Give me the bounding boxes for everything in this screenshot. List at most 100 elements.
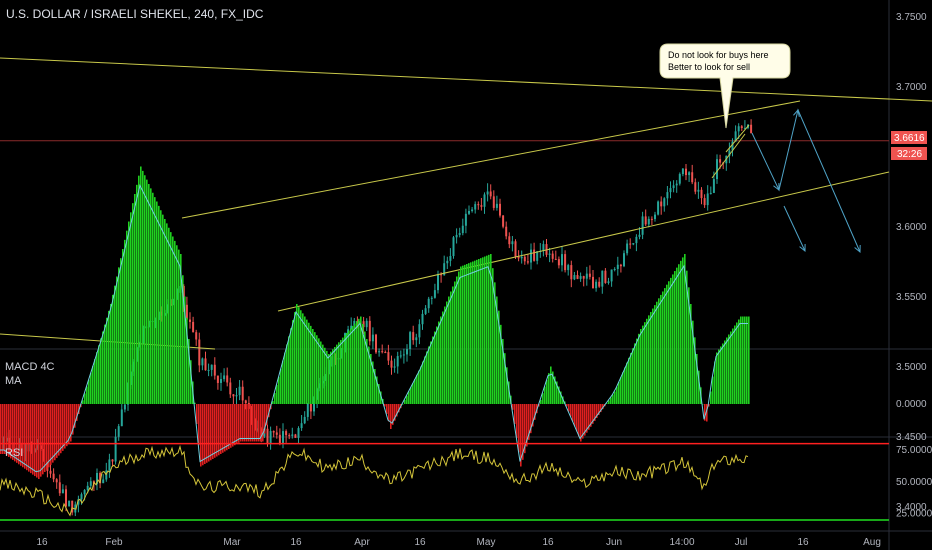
candle-body: [737, 126, 740, 132]
macd-histogram-bar: [146, 179, 148, 404]
macd-histogram-bar: [198, 404, 200, 446]
last-price-tag: 3.6616 32:26: [891, 131, 927, 160]
candle-body: [675, 183, 678, 186]
candle-body: [306, 403, 309, 417]
macd-histogram-bar: [466, 264, 468, 404]
time-tick-label: Feb: [105, 537, 123, 548]
macd-histogram-bar: [276, 384, 278, 404]
price-axis[interactable]: 3.85003.80003.75003.70003.60003.55003.50…: [0, 0, 927, 513]
macd-histogram-bar: [648, 315, 650, 404]
projection-path-main[interactable]: [751, 108, 861, 253]
candle-body: [285, 431, 288, 436]
macd-histogram-bar: [332, 349, 334, 404]
wedge-upper-line[interactable]: [725, 124, 750, 153]
macd-histogram-bar: [102, 331, 104, 404]
macd-histogram-bar: [360, 316, 362, 404]
upper-resistance-line[interactable]: [0, 57, 932, 102]
rsi-label: RSI: [5, 447, 23, 459]
candle-body: [241, 386, 244, 401]
macd-histogram-bar: [278, 376, 280, 404]
macd-histogram-bar: [664, 288, 666, 404]
candle-body: [458, 233, 461, 235]
candle-body: [731, 141, 734, 151]
macd-histogram-bar: [94, 359, 96, 404]
macd-histogram-bar: [462, 265, 464, 404]
macd-histogram-bar: [436, 326, 438, 404]
macd-histogram-bar: [712, 376, 714, 404]
candle-body: [303, 416, 306, 424]
macd-histogram-bar: [622, 372, 624, 404]
macd-histogram-bar: [322, 344, 324, 404]
candle-body: [536, 251, 539, 261]
candle-body: [68, 500, 71, 507]
candle-body: [334, 356, 337, 360]
candle-body: [483, 194, 486, 207]
macd-histogram-bar: [478, 259, 480, 404]
macd-histogram-bar: [506, 367, 508, 404]
macd-histogram-bar: [738, 319, 740, 404]
candle-body: [99, 472, 102, 484]
macd-histogram-bar: [248, 404, 250, 442]
macd-histogram-bar: [48, 404, 50, 468]
channel-top-line[interactable]: [181, 100, 801, 219]
macd-histogram-bar: [640, 329, 642, 404]
time-tick-label: Mar: [223, 537, 241, 548]
candle-body: [102, 479, 105, 484]
macd-histogram-bar: [86, 386, 88, 404]
macd-histogram-bar: [598, 404, 600, 416]
time-axis[interactable]: 16 Feb Mar 16 Apr 16 May 16 Jun 14:00 Jul 16 Aug: [36, 537, 880, 548]
candle-body: [657, 201, 660, 215]
annotation-callout[interactable]: Do not look for buys here Better to look…: [659, 43, 791, 129]
macd-histogram-bar: [386, 404, 388, 414]
price-tick-label: 3.6000: [896, 222, 927, 233]
wedge-lower-line[interactable]: [711, 133, 746, 179]
macd-histogram-bar: [204, 404, 206, 464]
macd-histogram-bar: [444, 306, 446, 404]
macd-histogram-bar: [418, 370, 420, 404]
macd-histogram-bar: [34, 404, 36, 477]
macd-histogram-bar: [546, 379, 548, 404]
candle-body: [641, 216, 644, 235]
macd-histogram-bar: [228, 404, 230, 449]
candle-body: [607, 281, 610, 283]
candle-body: [650, 218, 653, 220]
candle-body: [207, 369, 210, 371]
macd-histogram-bar: [584, 404, 586, 436]
macd-histogram-bar: [502, 339, 504, 404]
last-price-tag-bg: [891, 131, 927, 144]
macd-histogram-bar: [16, 404, 18, 463]
macd-histogram-bar: [144, 175, 146, 404]
candle-body: [743, 127, 746, 129]
candle-body: [576, 275, 579, 279]
macd-histogram-bar: [4, 404, 6, 454]
projection-path-alt[interactable]: [783, 205, 806, 252]
macd-histogram-bar: [618, 381, 620, 404]
candle-body: [30, 444, 33, 453]
macd-histogram-bar: [246, 404, 248, 442]
candle-body: [660, 201, 663, 207]
chart-title: U.S. DOLLAR / ISRAELI SHEKEL, 240, FX_ID…: [6, 7, 264, 21]
candle-body: [96, 472, 98, 485]
candle-body: [406, 349, 408, 355]
candle-body: [89, 481, 92, 486]
macd-histogram-bar: [136, 184, 138, 404]
candle-body: [706, 193, 709, 206]
candle-body: [619, 264, 622, 267]
macd-histogram-bar: [344, 335, 346, 404]
macd-histogram-bar: [22, 404, 24, 468]
macd-histogram-bar: [548, 373, 550, 404]
macd-histogram-bar: [8, 404, 10, 457]
macd-histogram-bar: [96, 352, 98, 404]
candle-body: [567, 265, 570, 271]
macd-histogram-bar: [182, 275, 184, 404]
macd-histogram-bar: [630, 353, 632, 404]
macd-histogram-bar: [540, 399, 542, 404]
candle-body: [499, 203, 501, 216]
candle-body: [213, 364, 216, 376]
macd-histogram-bar: [286, 344, 288, 404]
macd-histogram-bar: [164, 219, 166, 404]
macd-histogram-bar: [512, 404, 514, 410]
channel-bottom-line[interactable]: [277, 171, 890, 312]
macd-histogram-bar: [406, 395, 408, 404]
candle-body: [192, 321, 195, 333]
